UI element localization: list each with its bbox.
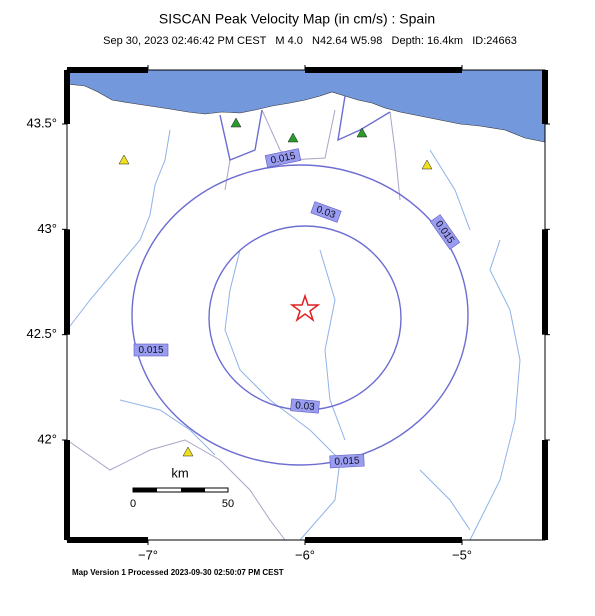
contour-label-text: 0.015 [334, 455, 360, 467]
river [319, 249, 346, 441]
river [66, 129, 171, 331]
scale-bar-segment [133, 488, 157, 492]
contour-label: 0.015 [133, 343, 169, 357]
contour-label-box [429, 214, 461, 250]
x-tick-label: −6° [295, 547, 315, 562]
contour-label-text: 0.015 [270, 151, 297, 167]
contour-label-text: 0.015 [138, 345, 163, 356]
contour-label-text: 0.03 [295, 400, 316, 413]
contour-label-box [264, 148, 302, 168]
contour-label: 0.03 [290, 398, 320, 414]
contour-label: 0.015 [264, 148, 302, 168]
y-tick-label: 43° [37, 221, 57, 236]
stations [118, 117, 433, 457]
ticks: −7° −6° −5° 43.5° 43° 42.5° 42° [26, 65, 550, 562]
contour-label-box [133, 343, 169, 357]
y-tick-label: 43.5° [26, 115, 57, 130]
y-tick-label: 42.5° [26, 326, 57, 341]
frame-bar [64, 229, 70, 335]
contour-label-box [310, 201, 342, 223]
frame-bar [305, 67, 462, 73]
sea [66, 69, 546, 143]
station [230, 117, 242, 128]
event-info: Sep 30, 2023 02:46:42 PM CEST M 4.0 N42.… [103, 35, 517, 47]
map-title: SISCAN Peak Velocity Map (in cm/s) : Spa… [159, 11, 435, 27]
footer: Map Version 1 Processed 2023-09-30 02:50… [72, 568, 284, 577]
frame-bars [64, 67, 548, 543]
contours [131, 95, 469, 466]
frame-bar [64, 440, 70, 540]
station [182, 446, 194, 457]
scale-bar: km 0 50 [130, 465, 234, 509]
river [429, 149, 471, 231]
river [119, 399, 216, 456]
frame-bar [67, 67, 148, 73]
contour-label-box [290, 398, 320, 414]
contour-label: 0.015 [329, 453, 365, 469]
contour-label-box [329, 453, 365, 469]
frame-bar [305, 537, 462, 543]
station [356, 127, 368, 138]
station [421, 159, 433, 170]
frame-bar [67, 537, 148, 543]
scale-start: 0 [130, 498, 136, 510]
river [469, 239, 521, 541]
station [287, 132, 299, 143]
border-line [66, 439, 286, 541]
frame-bar [542, 229, 548, 335]
station [118, 154, 130, 165]
y-tick-label: 42° [37, 431, 57, 446]
x-tick-label: −7° [138, 547, 158, 562]
x-tick-label: −5° [452, 547, 472, 562]
contour-0015-edge [219, 95, 391, 161]
frame-bar [542, 440, 548, 540]
map-area: −7° −6° −5° 43.5° 43° 42.5° 42° 0.015 0.015 0.01… [26, 65, 550, 562]
river [419, 469, 471, 531]
river [224, 249, 341, 541]
rivers [66, 129, 521, 541]
land [67, 70, 545, 540]
border-line [389, 111, 401, 201]
scale-end: 50 [222, 498, 234, 510]
frame-bar [64, 70, 70, 124]
frame-bar [542, 70, 548, 124]
epicenter [289, 293, 321, 323]
contour-0015 [131, 164, 469, 466]
scale-bar-segment [181, 488, 205, 492]
scale-unit: km [171, 465, 188, 480]
